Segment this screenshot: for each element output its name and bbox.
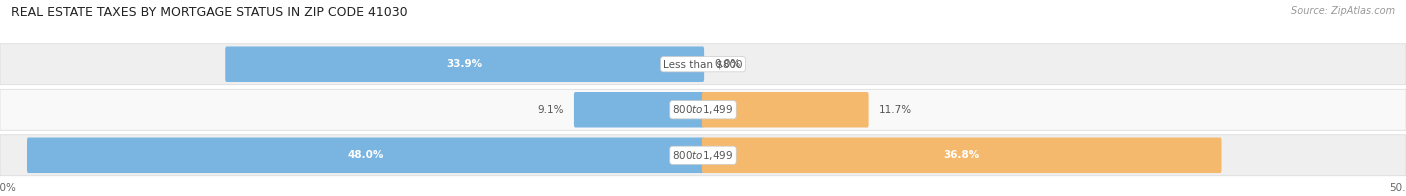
Text: $800 to $1,499: $800 to $1,499 <box>672 103 734 116</box>
Text: 0.0%: 0.0% <box>714 59 741 69</box>
FancyBboxPatch shape <box>225 46 704 82</box>
Text: 48.0%: 48.0% <box>347 150 384 160</box>
Text: Less than $800: Less than $800 <box>664 59 742 69</box>
Text: REAL ESTATE TAXES BY MORTGAGE STATUS IN ZIP CODE 41030: REAL ESTATE TAXES BY MORTGAGE STATUS IN … <box>11 6 408 19</box>
FancyBboxPatch shape <box>0 89 1406 130</box>
FancyBboxPatch shape <box>0 44 1406 85</box>
Text: Source: ZipAtlas.com: Source: ZipAtlas.com <box>1291 6 1395 16</box>
FancyBboxPatch shape <box>702 92 869 128</box>
Text: $800 to $1,499: $800 to $1,499 <box>672 149 734 162</box>
Text: 9.1%: 9.1% <box>537 105 564 115</box>
Text: 11.7%: 11.7% <box>879 105 912 115</box>
FancyBboxPatch shape <box>0 135 1406 176</box>
Text: 33.9%: 33.9% <box>447 59 482 69</box>
Text: 36.8%: 36.8% <box>943 150 980 160</box>
FancyBboxPatch shape <box>27 138 704 173</box>
FancyBboxPatch shape <box>702 138 1222 173</box>
FancyBboxPatch shape <box>574 92 704 128</box>
